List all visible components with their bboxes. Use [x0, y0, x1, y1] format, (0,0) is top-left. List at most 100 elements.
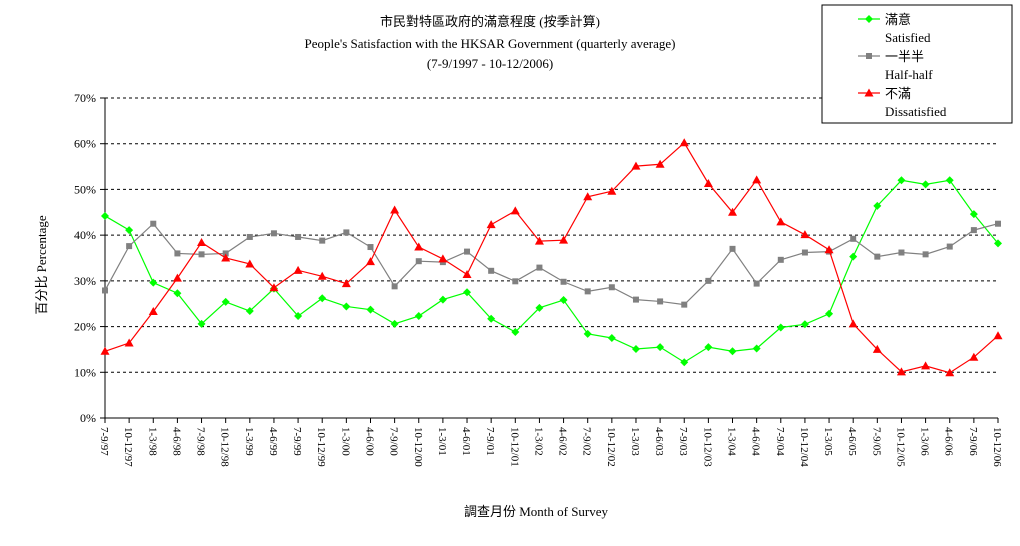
- x-tick-label: 1-3/02: [532, 427, 544, 456]
- data-point-dissatisfied: [197, 237, 207, 246]
- series-dissatisfied: [100, 138, 1003, 377]
- data-point-satisfied: [825, 309, 834, 318]
- data-point-dissatisfied: [510, 206, 520, 215]
- x-tick-label: 10-12/99: [315, 427, 327, 467]
- data-point-half-half: [367, 244, 374, 251]
- x-tick-label: 7-9/01: [484, 427, 496, 456]
- data-point-half-half: [174, 250, 181, 257]
- data-point-satisfied: [366, 305, 375, 314]
- data-point-satisfied: [873, 201, 882, 210]
- x-tick-label: 10-12/06: [991, 427, 1003, 467]
- data-point-satisfied: [221, 297, 230, 306]
- legend-label-en-dissatisfied: Dissatisfied: [885, 104, 947, 119]
- data-point-satisfied: [173, 289, 182, 298]
- data-point-satisfied: [849, 252, 858, 261]
- data-point-dissatisfied: [703, 178, 713, 187]
- data-point-dissatisfied: [365, 257, 375, 266]
- data-point-dissatisfied: [607, 186, 617, 195]
- data-point-dissatisfied: [269, 283, 279, 292]
- x-tick-label: 1-3/01: [436, 427, 448, 456]
- series-line-dissatisfied: [104, 141, 999, 374]
- data-point-satisfied: [294, 312, 303, 321]
- data-point-half-half: [850, 235, 857, 242]
- data-point-satisfied: [125, 226, 134, 235]
- series-half-half: [102, 220, 1001, 308]
- data-point-satisfied: [752, 344, 761, 353]
- data-point-half-half: [681, 301, 688, 308]
- y-tick-label: 60%: [74, 137, 96, 151]
- legend-label-en-satisfied: Satisfied: [885, 30, 931, 45]
- data-point-half-half: [970, 227, 977, 234]
- x-tick-label: 10-12/01: [508, 427, 520, 467]
- data-point-satisfied: [414, 312, 423, 321]
- legend-label-half-half: 一半半: [885, 49, 924, 64]
- legend: 滿意 Satisfied 一半半 Half-half 不滿 Dissatisfied: [821, 4, 1013, 124]
- data-point-half-half: [343, 229, 350, 236]
- x-tick-label: 7-9/00: [388, 427, 400, 456]
- data-point-dissatisfied: [679, 138, 689, 147]
- data-point-satisfied: [921, 180, 930, 189]
- data-point-half-half: [729, 245, 736, 252]
- data-point-half-half: [150, 220, 157, 227]
- x-tick-label: 10-12/02: [605, 427, 617, 467]
- data-point-half-half: [922, 251, 929, 258]
- data-point-satisfied: [969, 210, 978, 219]
- y-tick-label: 40%: [74, 228, 96, 242]
- x-tick-label: 4-6/04: [750, 427, 762, 456]
- data-point-half-half: [632, 296, 639, 303]
- data-point-dissatisfied: [824, 245, 834, 254]
- series-satisfied: [101, 176, 1002, 367]
- x-tick-label: 7-9/02: [581, 427, 593, 456]
- legend-marker-dissatisfied: [864, 88, 874, 97]
- data-point-satisfied: [487, 314, 496, 323]
- data-point-half-half: [898, 249, 905, 256]
- x-tick-label: 4-6/01: [460, 427, 472, 456]
- data-point-half-half: [584, 288, 591, 295]
- x-tick-label: 1-3/03: [629, 427, 641, 456]
- x-tick-label: 4-6/03: [653, 427, 665, 456]
- data-point-half-half: [946, 243, 953, 250]
- x-tick-label: 7-9/06: [967, 427, 979, 456]
- x-tick-label: 10-12/04: [798, 427, 810, 467]
- x-tick-label: 7-9/04: [774, 427, 786, 456]
- data-point-dissatisfied: [896, 367, 906, 376]
- x-tick-labels: 7-9/97 10-12/97 1-3/98 4-6/98 7-9/98 10-12/98…: [98, 427, 1003, 467]
- y-tick-label: 70%: [74, 91, 96, 105]
- x-tick-label: 1-3/05: [822, 427, 834, 456]
- data-point-half-half: [319, 237, 326, 244]
- data-point-dissatisfied: [245, 259, 255, 268]
- data-point-half-half: [874, 253, 881, 260]
- axes: [104, 98, 999, 423]
- data-point-dissatisfied: [945, 368, 955, 377]
- data-point-dissatisfied: [462, 269, 472, 278]
- data-point-dissatisfied: [341, 279, 351, 288]
- data-point-dissatisfied: [800, 230, 810, 239]
- data-point-half-half: [415, 258, 422, 265]
- data-point-dissatisfied: [317, 271, 327, 280]
- y-tick-label: 50%: [74, 182, 96, 196]
- data-point-half-half: [657, 298, 664, 305]
- data-point-half-half: [488, 267, 495, 274]
- x-tick-label: 4-6/99: [267, 427, 279, 456]
- x-tick-label: 4-6/98: [170, 427, 182, 456]
- x-tick-label: 10-12/03: [701, 427, 713, 467]
- data-point-satisfied: [390, 319, 399, 328]
- data-point-satisfied: [559, 296, 568, 305]
- chart-subtitle: (7-9/1997 - 10-12/2006): [427, 56, 553, 71]
- data-point-half-half: [705, 277, 712, 284]
- data-point-satisfied: [149, 278, 158, 287]
- data-point-half-half: [608, 284, 615, 291]
- y-tick-label: 10%: [74, 365, 96, 379]
- legend-label-dissatisfied: 不滿: [885, 86, 911, 101]
- data-point-dissatisfied: [776, 217, 786, 226]
- legend-marker-half-half: [866, 53, 872, 59]
- data-point-half-half: [391, 283, 398, 290]
- x-axis-label: 調查月份 Month of Survey: [464, 504, 609, 519]
- data-point-satisfied: [994, 239, 1002, 248]
- data-point-satisfied: [583, 329, 592, 338]
- chart-title-en: People's Satisfaction with the HKSAR Gov…: [305, 36, 676, 51]
- x-tick-label: 1-3/98: [146, 427, 158, 456]
- x-tick-label: 7-9/03: [677, 427, 689, 456]
- data-point-satisfied: [463, 288, 472, 297]
- data-point-satisfied: [101, 211, 109, 220]
